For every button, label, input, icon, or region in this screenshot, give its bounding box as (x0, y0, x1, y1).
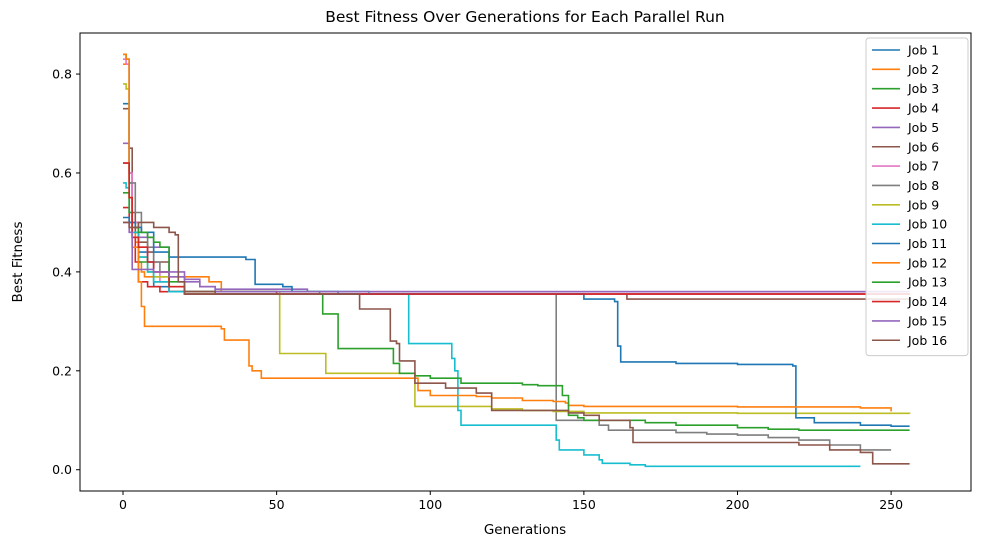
legend-label-job-16: Job 16 (907, 333, 947, 348)
y-tick-label: 0.8 (52, 67, 72, 82)
legend-label-job-5: Job 5 (907, 120, 939, 135)
x-tick-label: 150 (572, 497, 596, 512)
series-layer (123, 53, 911, 468)
x-tick-label: 50 (269, 497, 285, 512)
legend-label-job-9: Job 9 (907, 197, 939, 212)
x-axis-label: Generations (484, 522, 566, 538)
x-tick-label: 0 (119, 497, 127, 512)
plot-frame (79, 32, 972, 492)
legend-label-job-13: Job 13 (907, 275, 947, 290)
series-line-job-16 (123, 221, 910, 465)
series-line-job-15 (123, 221, 910, 293)
series-line-job-13 (123, 192, 910, 431)
legend-label-job-12: Job 12 (907, 255, 947, 270)
series-line-job-12 (123, 53, 892, 412)
chart-title: Best Fitness Over Generations for Each P… (325, 8, 724, 26)
legend-label-job-3: Job 3 (907, 81, 939, 96)
y-tick-label: 0.2 (52, 363, 72, 378)
legend-label-job-7: Job 7 (907, 159, 939, 174)
legend-label-job-11: Job 11 (907, 236, 947, 251)
legend-label-job-10: Job 10 (907, 217, 947, 232)
y-tick-label: 0.0 (52, 462, 72, 477)
legend-label-job-8: Job 8 (907, 178, 939, 193)
legend-label-job-15: Job 15 (907, 313, 947, 328)
y-tick-label: 0.6 (52, 165, 72, 180)
x-axis: 0 50 100 150 200 250 (119, 491, 903, 512)
x-tick-label: 100 (418, 497, 442, 512)
y-tick-label: 0.4 (52, 264, 72, 279)
y-axis-label: Best Fitness (10, 222, 26, 303)
plot-area (80, 33, 971, 491)
legend: Job 1 Job 2 Job 3 Job 4 Job 5 Job 6 Job 7 Job 8… (865, 37, 969, 357)
legend-label-job-14: Job 14 (907, 294, 947, 309)
legend-label-job-4: Job 4 (907, 101, 939, 116)
legend-label-job-2: Job 2 (907, 62, 939, 77)
legend-label-job-1: Job 1 (907, 43, 939, 58)
y-axis: 0.0 0.2 0.4 0.6 0.8 (52, 67, 80, 477)
x-tick-label: 200 (726, 497, 750, 512)
legend-box (865, 37, 969, 357)
x-tick-label: 250 (879, 497, 903, 512)
legend-label-job-6: Job 6 (907, 139, 939, 154)
